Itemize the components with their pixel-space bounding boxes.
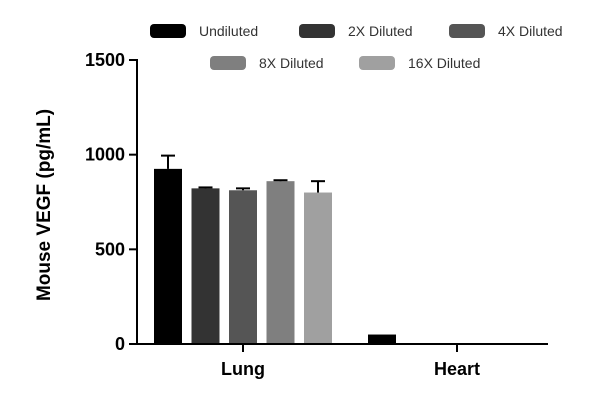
bar: [304, 192, 332, 344]
y-tick-label: 500: [95, 239, 125, 259]
y-tick-label: 1000: [85, 145, 125, 165]
bar: [368, 334, 396, 344]
legend-swatch: [359, 56, 395, 70]
legend-swatch: [449, 24, 485, 38]
legend-label: 2X Diluted: [348, 23, 413, 39]
bars: [154, 154, 396, 344]
bar: [266, 181, 295, 344]
bar: [191, 188, 220, 344]
y-axis-title: Mouse VEGF (pg/mL): [34, 109, 55, 301]
bar: [154, 168, 182, 344]
x-tick-label: Lung: [221, 359, 265, 379]
legend-label: 16X Diluted: [408, 55, 480, 71]
legend-swatch: [150, 24, 186, 38]
bar: [229, 190, 257, 344]
x-axis: Lung Heart: [137, 343, 548, 379]
y-tick-label: 1500: [85, 50, 125, 70]
legend-swatch: [299, 24, 335, 38]
legend-label: 8X Diluted: [259, 55, 324, 71]
legend: Undiluted 2X Diluted 4X Diluted 8X Diluted 1…: [150, 23, 563, 71]
legend-label: 4X Diluted: [498, 23, 563, 39]
y-tick-label: 0: [115, 334, 125, 354]
y-axis: 0 500 1000 1500: [85, 50, 138, 354]
legend-swatch: [210, 56, 246, 70]
legend-label: Undiluted: [199, 23, 258, 39]
x-tick-label: Heart: [434, 359, 480, 379]
